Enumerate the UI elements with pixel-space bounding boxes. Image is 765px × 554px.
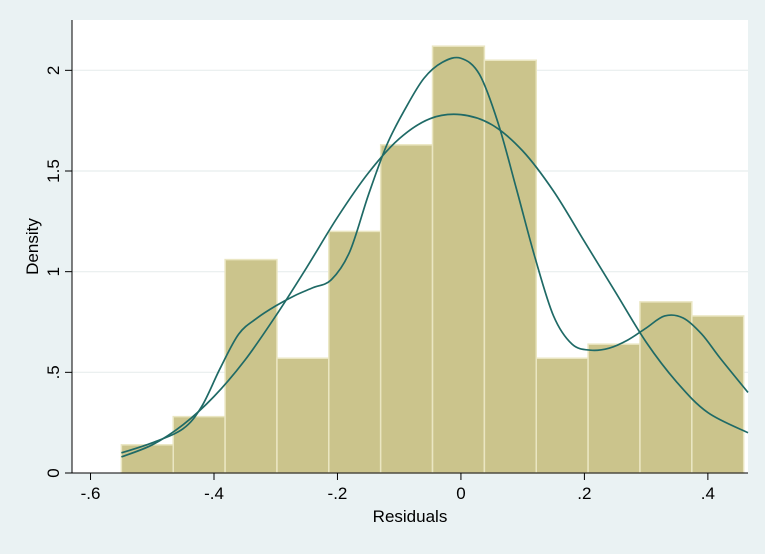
histogram-bar (328, 230, 382, 474)
histogram-bar (691, 315, 745, 474)
y-tick-label: 0 (44, 468, 63, 477)
y-tick-label: 1.5 (44, 159, 63, 183)
x-axis-label: Residuals (373, 507, 448, 526)
histogram-bar (172, 415, 226, 474)
x-tick-label: -.4 (204, 484, 224, 503)
y-axis-label: Density (23, 218, 42, 275)
x-tick-label: -.6 (81, 484, 101, 503)
histogram-bar (587, 343, 641, 474)
histogram-bar (431, 45, 486, 474)
histogram-bar (120, 444, 174, 474)
x-tick-label: .2 (577, 484, 591, 503)
histogram-bar (483, 59, 537, 474)
histogram-bar (276, 357, 330, 474)
x-tick-label: .4 (701, 484, 715, 503)
y-tick-label: 1 (44, 267, 63, 276)
histogram-bar (224, 258, 278, 474)
x-tick-label: -.2 (328, 484, 348, 503)
density-curve-2 (121, 56, 749, 454)
x-tick-label: 0 (456, 484, 465, 503)
y-tick-label: 2 (44, 66, 63, 75)
histogram-bar (535, 357, 589, 474)
histogram-bar (379, 144, 434, 474)
y-tick-label: .5 (44, 365, 63, 379)
density-curve-1 (121, 113, 749, 458)
